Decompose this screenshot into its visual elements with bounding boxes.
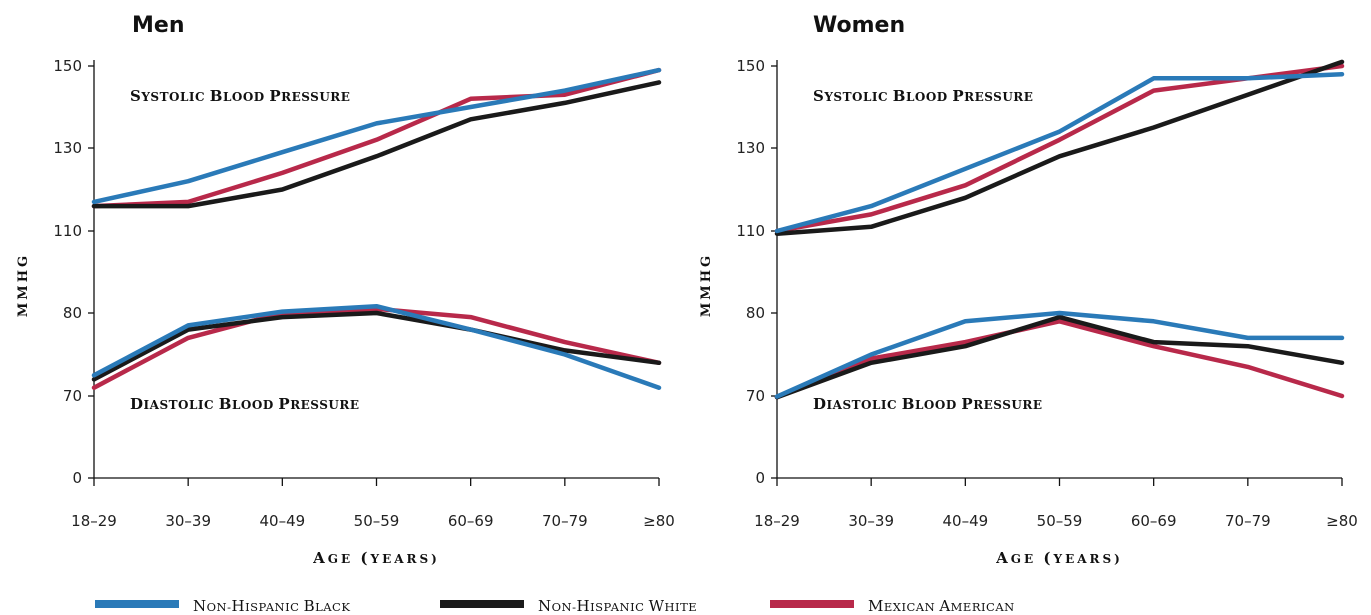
x-tick-label: 50–59 [354,512,400,530]
x-tick-label: 40–49 [259,512,305,530]
x-axis-title: AGE (YEARS) [995,549,1123,567]
systolic-line-non-hispanic-black [774,71,1345,234]
systolic-line-non-hispanic-white [91,80,662,209]
y-tick-label: 150 [736,57,765,75]
x-tick-label: 70–79 [542,512,588,530]
diastolic-line-non-hispanic-black [774,310,1345,399]
x-axis-title: AGE (YEARS) [312,549,440,567]
y-axis-title: MMHG [16,253,31,317]
legend: NON-HISPANIC BLACK NON-HISPANIC WHITE MEXI… [95,597,1015,615]
x-tick-label: 18–29 [71,512,117,530]
systolic-label: SYSTOLIC BLOOD PRESSURE [130,87,350,105]
legend-label: NON-HISPANIC BLACK [193,597,350,615]
legend-swatch [770,600,854,608]
y-tick-label: 0 [755,469,765,487]
systolic-label: SYSTOLIC BLOOD PRESSURE [813,87,1033,105]
y-tick-label: 70 [63,387,82,405]
y-tick-label: 110 [736,222,765,240]
x-tick-label: 18–29 [754,512,800,530]
chart-panel-men: Men 0 70 80 110 130 150 18–29 30–39 40–49 50–59 60–… [16,13,675,567]
x-tick-label: 60–69 [1131,512,1177,530]
systolic-line-non-hispanic-black [91,67,662,205]
x-tick-label: ≥80 [643,512,675,530]
x-tick-label: 30–39 [848,512,894,530]
x-tick-label: 60–69 [448,512,494,530]
diastolic-label: DIASTOLIC BLOOD PRESSURE [130,395,359,413]
diastolic-line-non-hispanic-white [774,314,1345,400]
x-tick-label: 70–79 [1225,512,1271,530]
legend-swatch [95,600,179,608]
y-tick-label: 0 [72,469,82,487]
y-tick-label: 80 [746,304,765,322]
diastolic-line-mexican-american [91,306,662,390]
panel-title: Men [132,13,184,38]
diastolic-line-non-hispanic-white [91,310,662,382]
x-tick-label: 50–59 [1037,512,1083,530]
diastolic-line-mexican-american [774,319,1345,400]
x-tick-label: 40–49 [942,512,988,530]
y-tick-label: 130 [736,139,765,157]
legend-label: MEXICAN AMERICAN [868,597,1015,615]
panel-title: Women [813,13,905,38]
y-tick-label: 130 [53,139,82,157]
systolic-line-non-hispanic-white [774,59,1345,236]
chart-panel-women: Women 0 70 80 110 130 150 18–29 30–39 40–49 50–59 6… [699,13,1358,567]
diastolic-line-non-hispanic-black [91,303,662,390]
systolic-line-mexican-american [91,67,662,209]
legend-label: NON-HISPANIC WHITE [538,597,697,615]
diastolic-label: DIASTOLIC BLOOD PRESSURE [813,395,1042,413]
y-tick-label: 80 [63,304,82,322]
y-tick-label: 70 [746,387,765,405]
y-axis-title: MMHG [699,253,714,317]
x-tick-label: 30–39 [165,512,211,530]
legend-swatch [440,600,524,608]
y-tick-label: 150 [53,57,82,75]
x-tick-label: ≥80 [1326,512,1358,530]
y-tick-label: 110 [53,222,82,240]
